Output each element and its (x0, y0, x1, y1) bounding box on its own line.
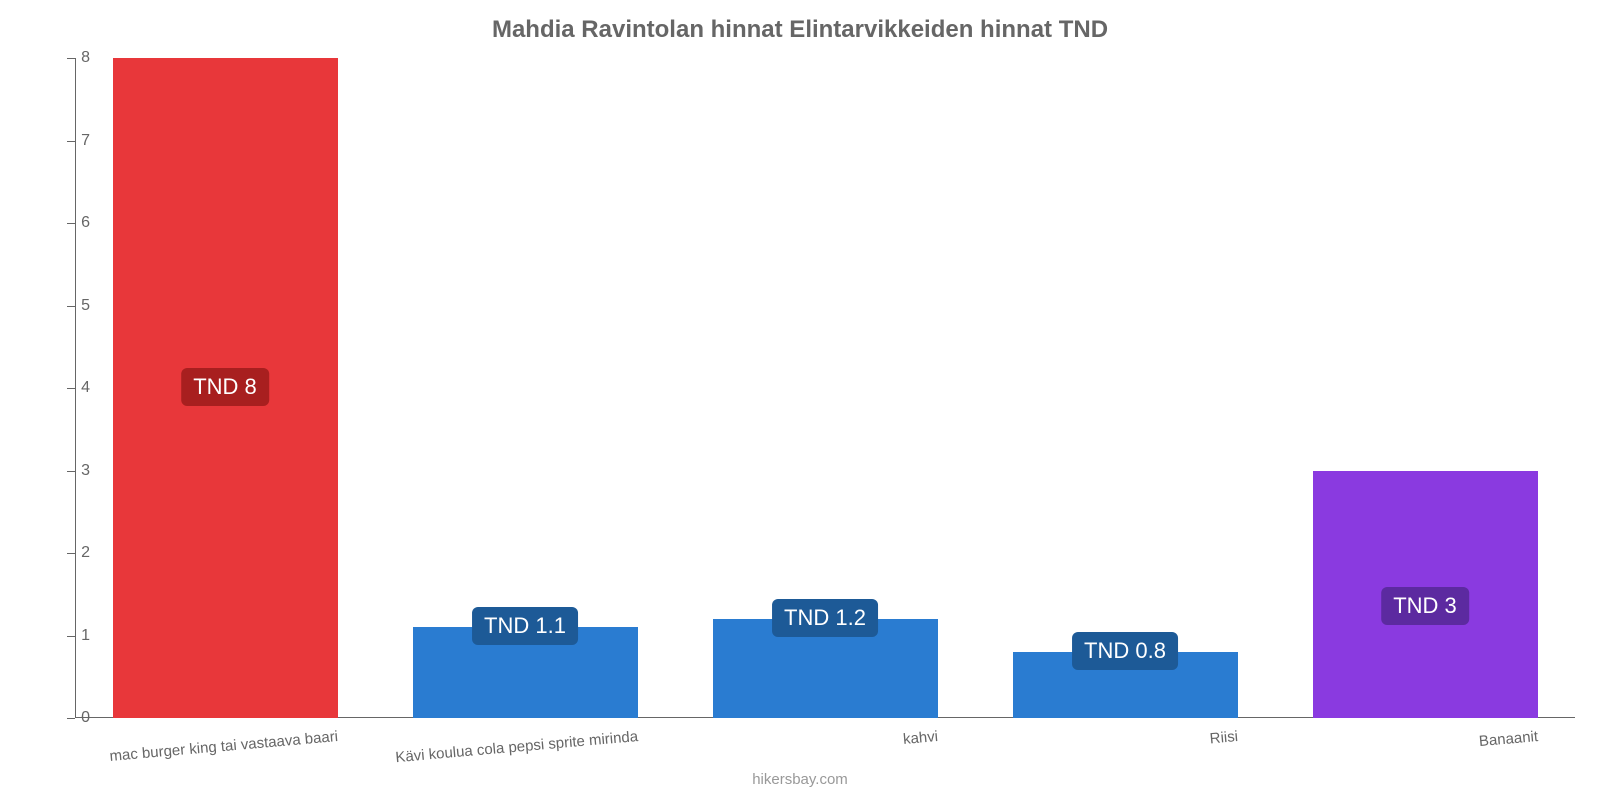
bar-value-label: TND 1.1 (472, 607, 578, 645)
chart-title: Mahdia Ravintolan hinnat Elintarvikkeide… (0, 16, 1600, 44)
bar-value-label: TND 3 (1381, 587, 1469, 625)
chart-source: hikersbay.com (0, 771, 1600, 788)
y-tick-label: 7 (40, 132, 90, 150)
bar-value-label: TND 8 (181, 368, 269, 406)
bar-value-label: TND 1.2 (772, 599, 878, 637)
x-category-label: mac burger king tai vastaava baari (38, 728, 338, 771)
y-tick-label: 0 (40, 709, 90, 727)
y-tick-label: 4 (40, 379, 90, 397)
bar-value-label: TND 0.8 (1072, 632, 1178, 670)
y-tick-label: 6 (40, 214, 90, 232)
y-tick-label: 1 (40, 627, 90, 645)
x-category-label: Kävi koulua cola pepsi sprite mirinda (338, 728, 638, 771)
bar-chart: Mahdia Ravintolan hinnat Elintarvikkeide… (0, 0, 1600, 800)
x-category-label: kahvi (638, 728, 938, 771)
y-tick-label: 2 (40, 544, 90, 562)
y-tick-label: 3 (40, 462, 90, 480)
plot-area: TND 8 TND 1.1 TND 1.2 TND 0.8 TND 3 (75, 58, 1575, 718)
x-category-label: Banaanit (1238, 728, 1538, 771)
x-category-label: Riisi (938, 728, 1238, 771)
y-tick-label: 5 (40, 297, 90, 315)
y-tick-label: 8 (40, 49, 90, 67)
